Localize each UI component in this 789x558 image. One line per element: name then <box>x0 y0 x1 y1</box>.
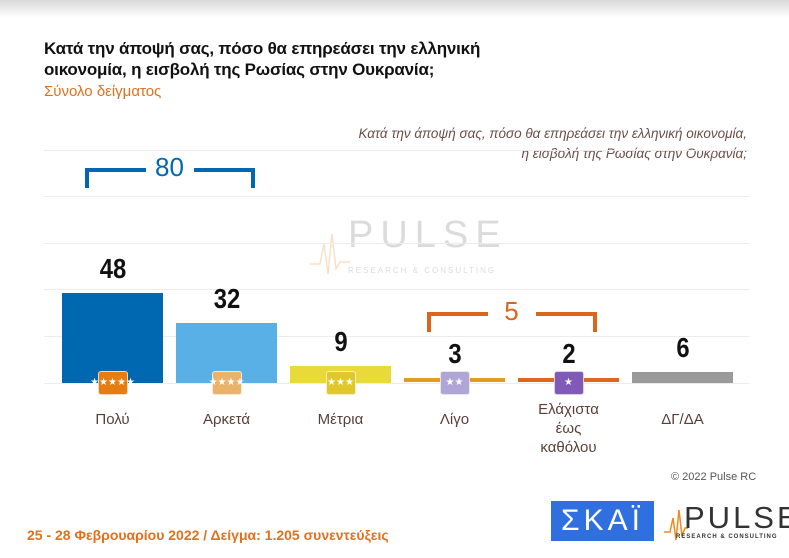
copyright: © 2022 Pulse RC <box>671 471 757 483</box>
gridline <box>44 336 749 337</box>
category-label-1: Αρκετά <box>177 410 277 429</box>
title-line-2: οικονομία, η εισβολή της Ρωσίας στην Ουκ… <box>44 60 435 79</box>
question-text: Κατά την άποψή σας, πόσο θα επηρεάσει τη… <box>287 124 747 164</box>
gridline <box>44 289 749 290</box>
value-label-3: 3 <box>447 338 462 369</box>
category-label-0: Πολύ <box>63 410 163 429</box>
category-label-line: Ελάχιστα <box>538 401 599 418</box>
stars-badge-4: ★ <box>553 371 584 395</box>
gridline <box>44 243 749 244</box>
title-line-1: Κατά την άποψή σας, πόσο θα επηρεάσει τη… <box>44 39 481 58</box>
gridline <box>44 196 749 197</box>
top-shadow-bar <box>0 0 789 18</box>
category-label-line: Μέτρια <box>317 411 364 428</box>
stars-badge-1: ★★★★ <box>209 371 244 395</box>
question-line-1: Κατά την άποψή σας, πόσο θα επηρεάσει τη… <box>358 126 747 141</box>
value-label-2: 9 <box>333 326 348 357</box>
pulse-logo-wave-icon <box>664 509 688 541</box>
bar-5 <box>632 372 733 383</box>
value-label-1: 32 <box>213 282 240 314</box>
question-line-2: η εισβολή της Ρωσίας στην Ουκρανία; <box>521 146 747 161</box>
stars-badge-0: ★★★★★ <box>90 371 135 395</box>
category-label-line: Πολύ <box>95 411 130 428</box>
category-label-2: Μέτρια <box>291 410 391 429</box>
pulse-logo-word: PULSE <box>684 500 789 535</box>
category-label-4: Ελάχιστα έως καθόλου <box>519 400 619 457</box>
footer-date-sample: 25 - 28 Φεβρουαρίου 2022 / Δείγμα: 1.205… <box>27 527 389 543</box>
gridline <box>44 150 749 151</box>
watermark-sub: RESEARCH & CONSULTING <box>348 266 497 275</box>
pulse-logo-sub: RESEARCH & CONSULTING <box>676 534 778 540</box>
category-label-line: καθόλου <box>540 439 597 456</box>
value-label-4: 2 <box>561 338 576 369</box>
watermark-word: PULSE <box>348 214 508 256</box>
stars-badge-3: ★★ <box>439 371 470 395</box>
category-label-3: Λίγο <box>405 410 505 429</box>
pulse-watermark: PULSE RESEARCH & CONSULTING <box>310 214 501 275</box>
pulse-logo: PULSE RESEARCH & CONSULTING <box>664 500 789 545</box>
pulse-wave-icon <box>310 233 350 275</box>
chart-title: Κατά την άποψή σας, πόσο θα επηρεάσει τη… <box>44 38 564 80</box>
chart-subtitle: Σύνολο δείγματος <box>44 83 162 100</box>
category-label-line: έως <box>555 420 582 437</box>
category-label-line: Αρκετά <box>202 411 251 428</box>
category-label-line: Λίγο <box>439 411 470 428</box>
bar-0 <box>62 292 163 383</box>
group-total-0: 80 <box>145 152 194 183</box>
value-label-0: 48 <box>99 252 126 284</box>
gridline <box>44 383 749 384</box>
group-total-1: 5 <box>487 296 536 327</box>
category-label-5: ΔΓ/ΔΑ <box>633 410 733 429</box>
value-label-5: 6 <box>675 332 690 363</box>
stars-badge-2: ★★★ <box>325 371 356 395</box>
category-label-line: ΔΓ/ΔΑ <box>661 411 704 428</box>
skai-logo: ΣΚΑΪ <box>551 501 654 541</box>
